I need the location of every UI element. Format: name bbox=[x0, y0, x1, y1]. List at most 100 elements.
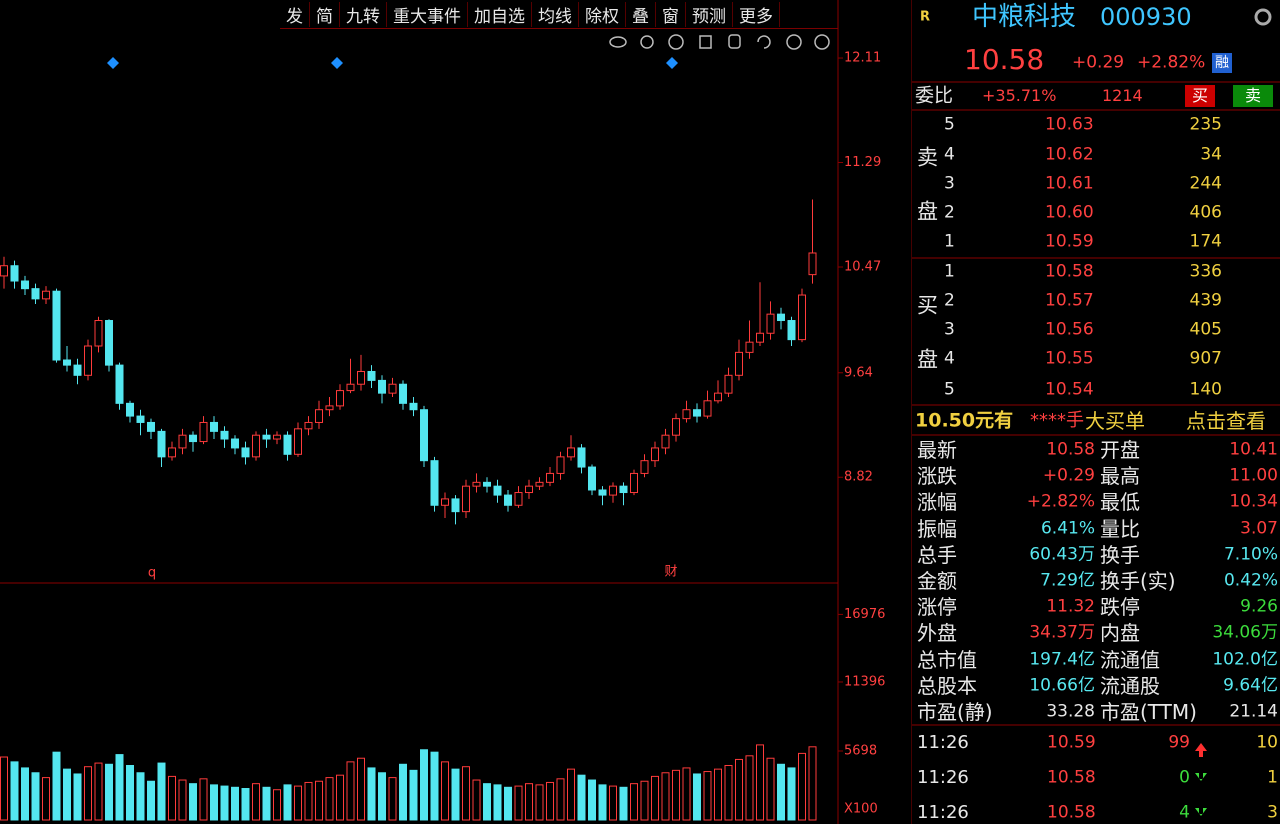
diamond bbox=[331, 57, 343, 69]
level-price: 10.63 bbox=[1045, 114, 1094, 135]
level-price: 10.60 bbox=[1045, 202, 1094, 223]
volume-bar bbox=[493, 784, 502, 821]
tool-icon[interactable] bbox=[699, 35, 712, 49]
stat-label: 内盘 bbox=[1100, 621, 1140, 646]
tick-count: 10 bbox=[1256, 732, 1278, 753]
sell-button[interactable] bbox=[1233, 85, 1273, 107]
buy-button-label[interactable]: 买 bbox=[1191, 86, 1209, 105]
tool-icon[interactable] bbox=[786, 34, 802, 50]
toolbar-button[interactable]: 除权 bbox=[579, 1, 626, 27]
volume-bar bbox=[294, 785, 302, 821]
level-price: 10.61 bbox=[1045, 173, 1094, 194]
level: 2 bbox=[944, 290, 955, 311]
tick-price: 10.58 bbox=[1047, 767, 1096, 788]
big-order-action[interactable]: 点击查看 bbox=[1186, 409, 1266, 433]
toolbar-button[interactable]: 九转 bbox=[340, 1, 387, 27]
volume-bar bbox=[147, 780, 155, 821]
candle-body bbox=[787, 320, 796, 341]
volume-bar bbox=[588, 779, 596, 821]
toolbar-button[interactable]: 叠 bbox=[626, 1, 656, 27]
toolbar-button[interactable]: 重大事件 bbox=[387, 1, 468, 27]
level-price: 10.56 bbox=[1045, 319, 1094, 340]
candle-body bbox=[283, 434, 292, 455]
event-label: 财 bbox=[664, 565, 677, 580]
price: 10.58 bbox=[964, 43, 1045, 76]
sell-side-label: 盘 bbox=[917, 199, 938, 224]
volume-bar bbox=[178, 779, 187, 821]
tick-price: 10.59 bbox=[1047, 732, 1096, 753]
y-tick-label: 10.47 bbox=[844, 260, 881, 275]
volume-bar bbox=[619, 786, 628, 821]
stat-value: 10.66亿 bbox=[1029, 675, 1095, 696]
tick-volume: 99 bbox=[1168, 732, 1190, 753]
volume-bar bbox=[567, 768, 575, 821]
volume-bar bbox=[42, 777, 50, 821]
stock-name: 中粮科技 bbox=[972, 2, 1077, 32]
stat-value: 10.58 bbox=[1046, 439, 1095, 460]
y-tick-label: 11.29 bbox=[844, 155, 881, 170]
candle-body bbox=[0, 265, 8, 277]
buy-button[interactable] bbox=[1185, 85, 1215, 107]
candle-body bbox=[577, 447, 586, 468]
volume-bar bbox=[10, 761, 19, 821]
level-volume: 244 bbox=[1189, 173, 1222, 194]
volume-bar bbox=[682, 767, 691, 821]
toolbar-button[interactable]: 加自选 bbox=[468, 1, 532, 27]
toolbar-button[interactable]: 窗 bbox=[656, 1, 686, 27]
settings-icon[interactable] bbox=[1254, 8, 1272, 26]
level-volume: 439 bbox=[1189, 290, 1222, 311]
stat-value: 34.06万 bbox=[1212, 622, 1278, 643]
tool-icon[interactable] bbox=[757, 35, 771, 49]
candle-body bbox=[619, 485, 628, 494]
volume-bar bbox=[273, 789, 281, 821]
volume-bar bbox=[672, 769, 680, 821]
stock-code: 000930 bbox=[1100, 3, 1192, 31]
toolbar-button[interactable]: 发 bbox=[280, 1, 310, 27]
toolbar-button[interactable]: 均线 bbox=[532, 1, 579, 27]
level: 5 bbox=[944, 114, 955, 135]
volume-bar bbox=[304, 781, 313, 821]
up-arrow bbox=[1195, 743, 1207, 757]
candle-body bbox=[462, 485, 470, 513]
sell-button-label[interactable]: 卖 bbox=[1244, 86, 1262, 105]
level-price: 10.57 bbox=[1045, 290, 1094, 311]
tick-volume: 0 bbox=[1179, 767, 1190, 788]
volume-bar bbox=[367, 767, 376, 821]
toolbar-button[interactable]: 预测 bbox=[686, 1, 733, 27]
tool-icon[interactable] bbox=[668, 34, 684, 50]
candle-body bbox=[808, 252, 817, 276]
candle-body bbox=[21, 280, 29, 290]
tool-icon[interactable] bbox=[609, 36, 627, 48]
candle-body bbox=[336, 390, 344, 407]
volume-bar bbox=[724, 764, 733, 821]
candle-body bbox=[52, 290, 61, 361]
level: 4 bbox=[944, 348, 955, 369]
stat-label: 换手 bbox=[1100, 542, 1140, 567]
volume-bar bbox=[714, 768, 722, 821]
toolbar-button[interactable]: 更多 bbox=[733, 1, 780, 27]
candle-body bbox=[231, 438, 239, 449]
level: 4 bbox=[944, 144, 955, 165]
tool-icon[interactable] bbox=[728, 34, 741, 49]
candle-body bbox=[273, 434, 281, 440]
candle-body bbox=[630, 472, 638, 494]
candle-body bbox=[42, 290, 50, 300]
stat-value: 21.14 bbox=[1229, 701, 1278, 722]
stat-label: 最高 bbox=[1100, 464, 1140, 489]
stat-value: 6.41% bbox=[1040, 518, 1095, 539]
stat-label: 总股本 bbox=[917, 673, 977, 698]
toolbar-button[interactable]: 简 bbox=[310, 1, 340, 27]
tick-count: 1 bbox=[1267, 767, 1278, 788]
level-price: 10.58 bbox=[1045, 261, 1094, 282]
big-order-type: 大买单 bbox=[1085, 409, 1145, 433]
stat-label: 总市值 bbox=[917, 647, 977, 672]
candle-body bbox=[735, 351, 743, 376]
stat-label: 开盘 bbox=[1100, 438, 1140, 462]
tool-icon[interactable] bbox=[640, 35, 654, 49]
stat-value: 7.29亿 bbox=[1040, 570, 1095, 591]
volume-bar bbox=[787, 767, 796, 821]
volume-bar bbox=[808, 746, 817, 821]
tool-icon[interactable] bbox=[814, 34, 830, 50]
candle-body bbox=[168, 447, 176, 458]
